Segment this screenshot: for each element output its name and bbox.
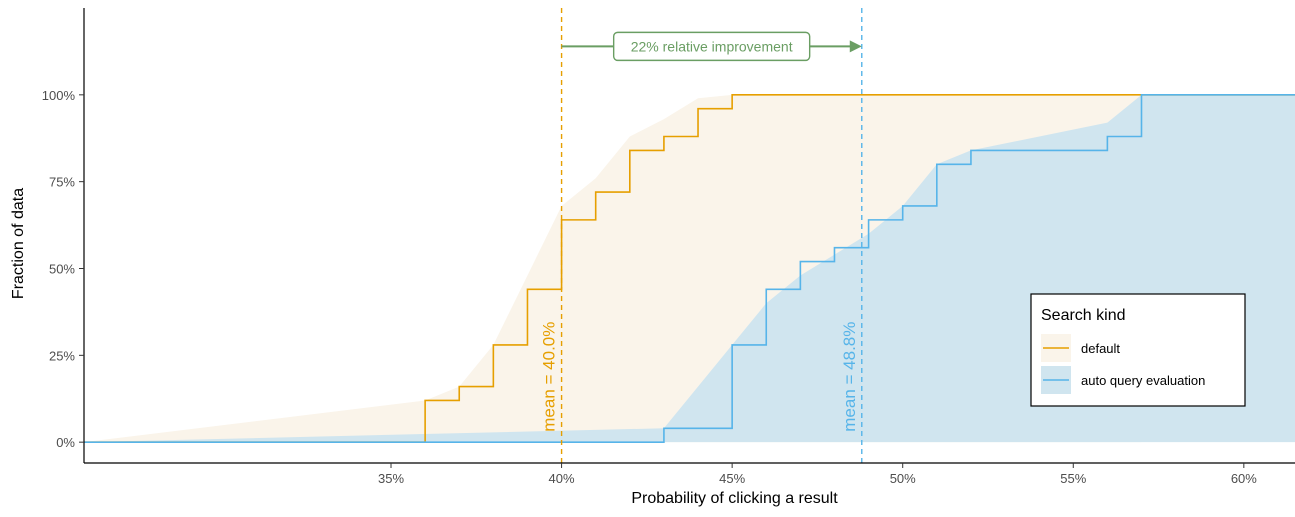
x-tick-label: 40% bbox=[549, 471, 575, 486]
x-tick-label: 35% bbox=[378, 471, 404, 486]
y-axis-title: Fraction of data bbox=[10, 188, 27, 299]
legend-label-default: default bbox=[1081, 341, 1120, 356]
x-tick-label: 45% bbox=[719, 471, 745, 486]
band-auto-query-evaluation bbox=[84, 94, 1295, 443]
y-tick-label: 100% bbox=[42, 88, 76, 103]
axes-layer: 35% 40% 45% 50% 55% 60% 0% 25% 50% 75% 100% Probabi… bbox=[10, 8, 1295, 507]
x-axis-title: Probability of clicking a result bbox=[631, 490, 838, 507]
x-tick-label: 50% bbox=[890, 471, 916, 486]
y-tick-label: 75% bbox=[49, 175, 75, 190]
step-line-auto-query-evaluation bbox=[84, 94, 1295, 443]
mean-label-default: mean = 40.0% bbox=[540, 322, 559, 432]
fill-layer bbox=[84, 94, 1295, 443]
legend-label-auto-query-evaluation: auto query evaluation bbox=[1081, 373, 1205, 388]
legend-title: Search kind bbox=[1041, 307, 1126, 324]
step-line-layer bbox=[84, 94, 1295, 443]
step-line-default bbox=[84, 94, 1295, 443]
x-tick-label: 60% bbox=[1231, 471, 1257, 486]
y-tick-label: 0% bbox=[56, 435, 75, 450]
legend: Search kind default auto query evaluation bbox=[1030, 293, 1246, 407]
mean-line-layer: mean = 40.0% mean = 48.8% bbox=[540, 8, 863, 463]
annotation-label: 22% relative improvement bbox=[631, 38, 793, 54]
x-tick-label: 55% bbox=[1060, 471, 1086, 486]
y-tick-label: 25% bbox=[49, 348, 75, 363]
annotation-label-box bbox=[612, 31, 811, 62]
mean-label-auto-query-evaluation: mean = 48.8% bbox=[840, 322, 859, 432]
annotation-arrow-head bbox=[849, 40, 862, 53]
annotation-layer: 22% relative improvement bbox=[561, 31, 862, 62]
y-tick-label: 50% bbox=[49, 261, 75, 276]
